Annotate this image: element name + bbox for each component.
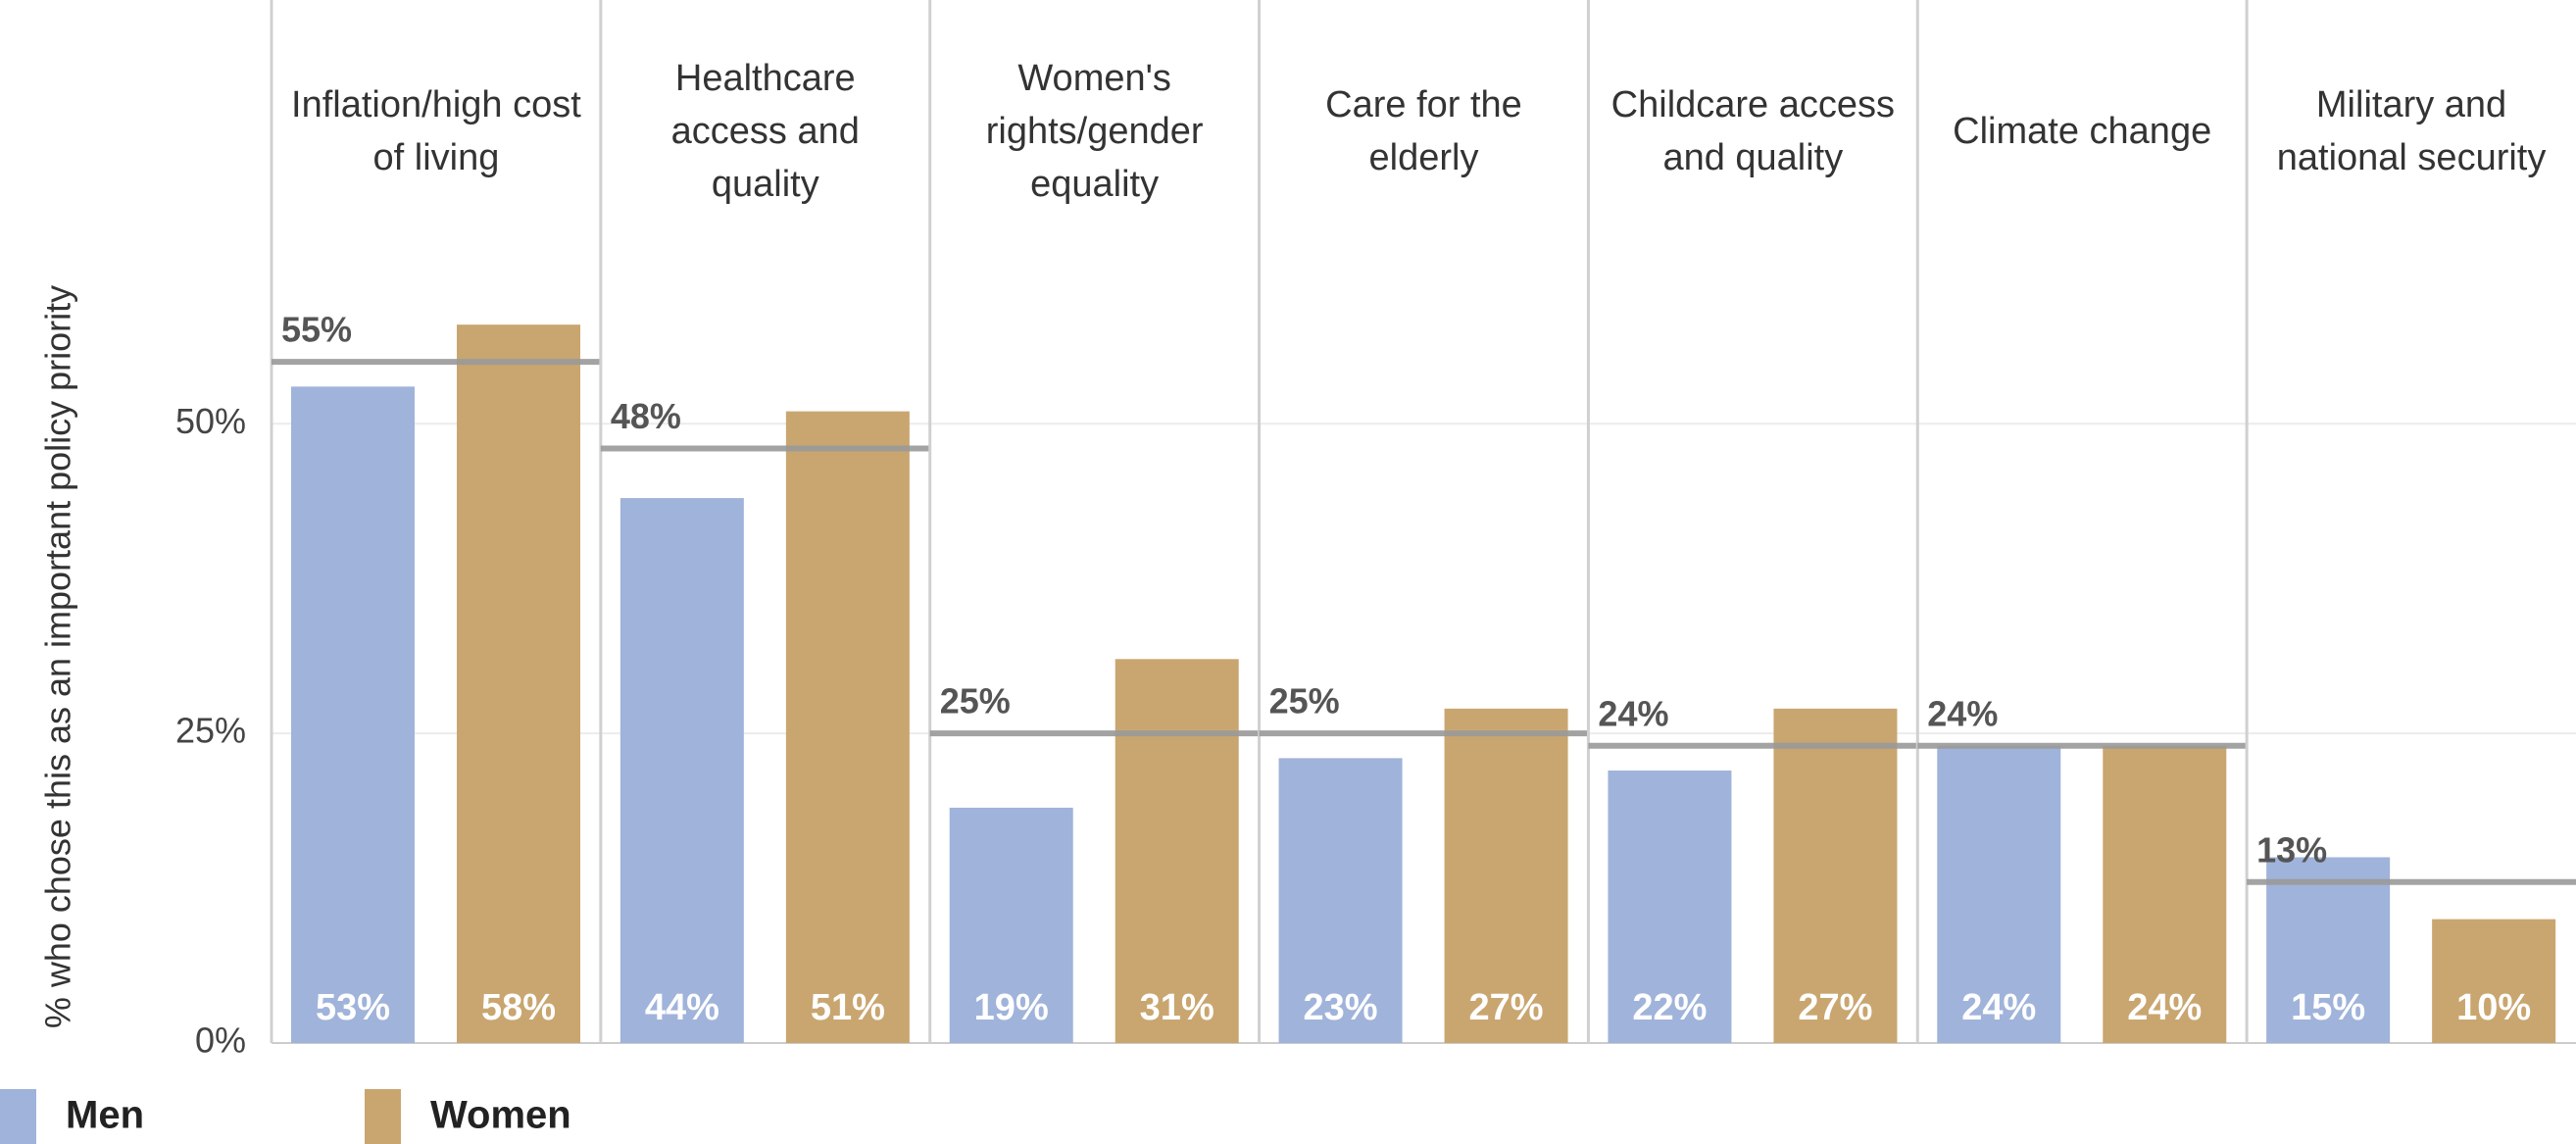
bar-value-label: 44% (645, 987, 719, 1028)
bar-value-label: 23% (1304, 987, 1378, 1028)
overall-label: 24% (1927, 693, 1998, 733)
bar (619, 498, 744, 1044)
legend-label: Men (66, 1094, 144, 1137)
overall-label: 13% (2256, 829, 2327, 870)
bar (1115, 659, 1239, 1043)
legend-label: Women (430, 1094, 571, 1137)
bar-value-label: 58% (481, 987, 556, 1028)
bar-value-label: 27% (1469, 987, 1544, 1028)
bar (1608, 771, 1732, 1043)
bar (1773, 708, 1898, 1043)
y-tick-label: 0% (195, 1020, 246, 1061)
overall-label: 55% (281, 310, 352, 350)
bar (457, 324, 580, 1044)
bar-value-label: 22% (1632, 987, 1707, 1028)
bar (1937, 745, 2061, 1043)
bar (2432, 919, 2556, 1043)
category-label: Childcare access and quality (1610, 84, 1896, 178)
bar-value-label: 24% (2127, 987, 2202, 1028)
overall-label: 25% (940, 681, 1011, 721)
category-label: Inflation/high cost of living (291, 84, 581, 178)
overall-label: 25% (1269, 681, 1340, 721)
bar (1278, 758, 1403, 1043)
y-tick-label: 25% (175, 711, 246, 751)
category-label: Care for the elderly (1325, 84, 1522, 178)
category-label: Climate change (1953, 111, 2212, 152)
bar (2103, 745, 2227, 1043)
category-label: Military and national security (2276, 84, 2547, 178)
bar-value-label: 19% (974, 987, 1049, 1028)
bar (2266, 857, 2391, 1043)
category-label: Healthcare access and quality (670, 58, 860, 205)
bar (1444, 708, 1568, 1043)
bar (949, 807, 1073, 1043)
bar (291, 386, 415, 1043)
bar-value-label: 10% (2456, 987, 2531, 1028)
overall-label: 24% (1598, 693, 1668, 733)
y-tick-label: 50% (175, 401, 246, 441)
legend-swatch (365, 1089, 401, 1144)
bar (785, 411, 910, 1044)
bar-value-label: 24% (1961, 987, 2036, 1028)
bar-value-label: 15% (2291, 987, 2365, 1028)
bar-value-label: 51% (811, 987, 885, 1028)
overall-label: 48% (611, 396, 681, 436)
category-label: Women's rights/gender equality (985, 58, 1204, 205)
legend-swatch (0, 1089, 36, 1144)
bar-value-label: 27% (1798, 987, 1872, 1028)
y-axis-label: % who chose this as an important policy … (38, 285, 78, 1028)
bar-value-label: 31% (1140, 987, 1214, 1028)
bar-value-label: 53% (316, 987, 390, 1028)
